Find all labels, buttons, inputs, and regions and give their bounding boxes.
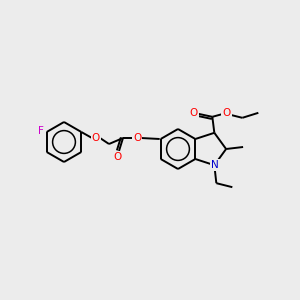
Text: F: F bbox=[38, 126, 43, 136]
Text: N: N bbox=[212, 160, 219, 170]
Text: O: O bbox=[92, 133, 100, 143]
Text: O: O bbox=[222, 108, 230, 118]
Text: O: O bbox=[133, 133, 141, 143]
Text: O: O bbox=[114, 152, 122, 162]
Text: O: O bbox=[189, 108, 197, 118]
